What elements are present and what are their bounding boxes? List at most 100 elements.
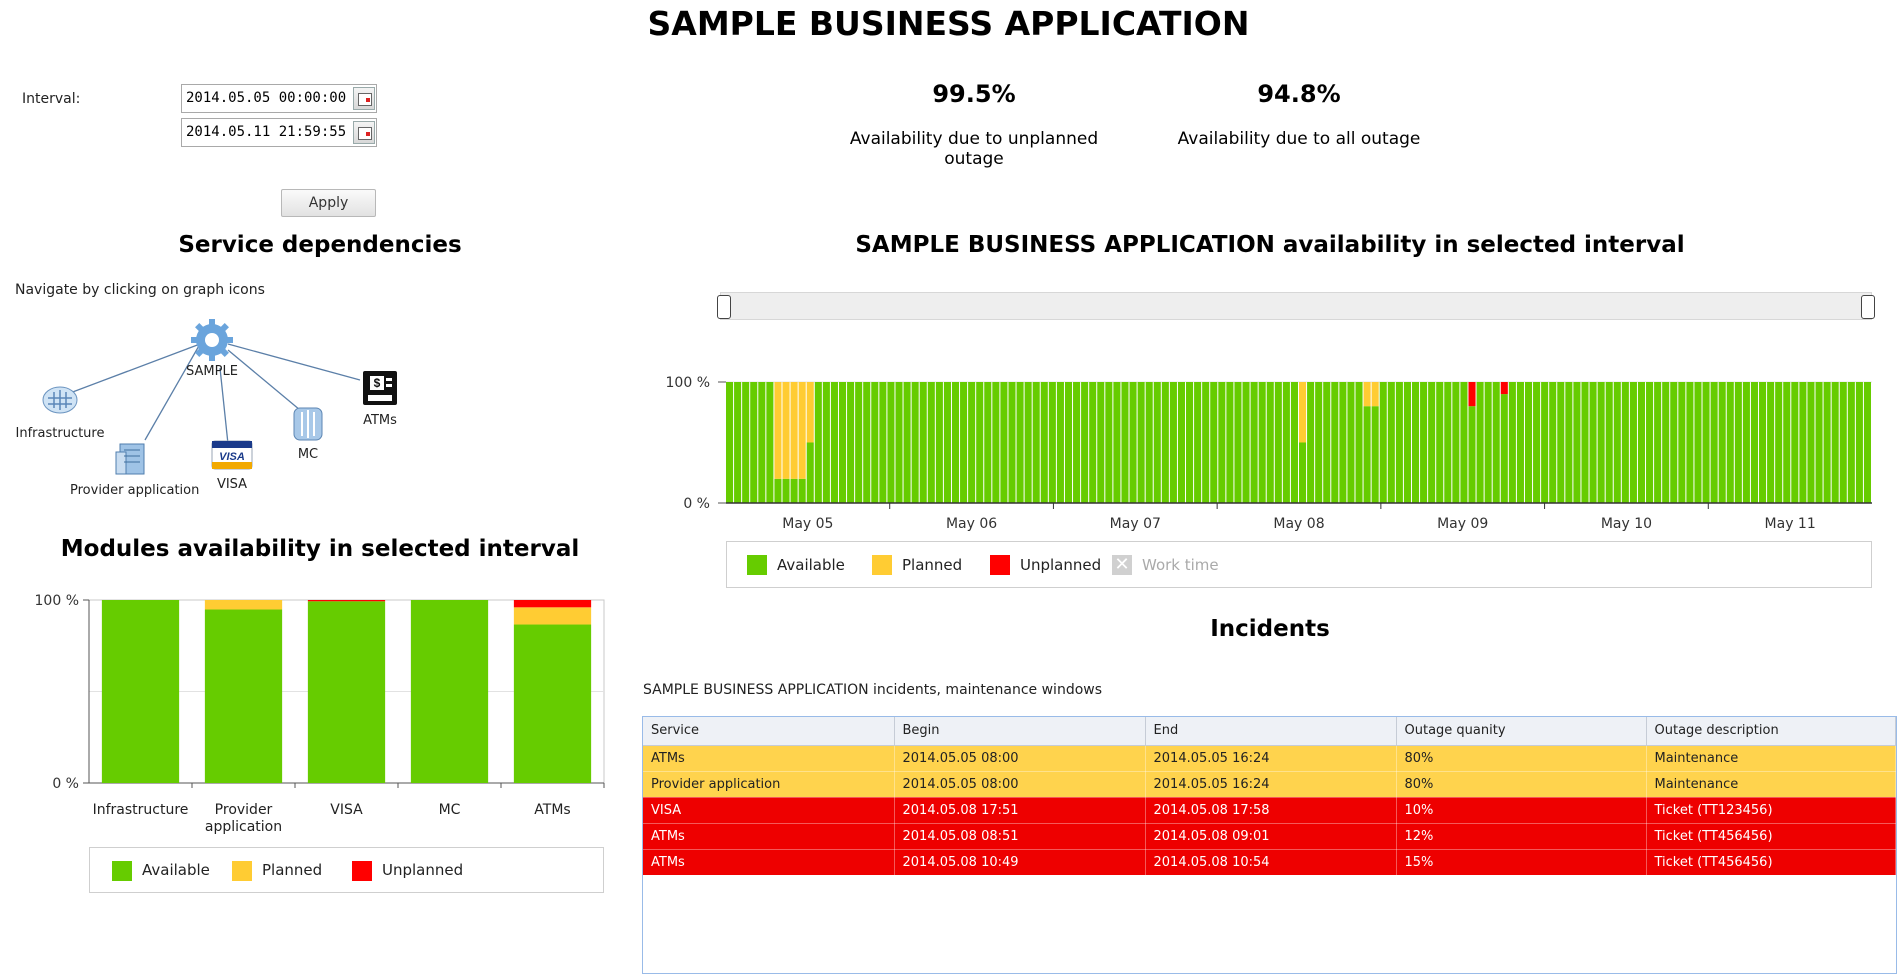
incidents-title: Incidents xyxy=(1210,616,1330,642)
timeline-bar-available xyxy=(1137,382,1145,503)
graph-node-infrastructure[interactable]: Infrastructure xyxy=(15,426,105,441)
atm-icon[interactable]: $ xyxy=(363,371,397,405)
timeline-bar-available xyxy=(1081,382,1089,503)
timeline-bar-available xyxy=(1839,382,1847,503)
apply-button[interactable]: Apply xyxy=(281,189,376,217)
timeline-bar-available xyxy=(1686,382,1694,503)
timeline-bar-available xyxy=(1363,406,1371,503)
timeline-bar-available xyxy=(1678,382,1686,503)
timeline-bar-available xyxy=(1791,382,1799,503)
column-header-end[interactable]: End xyxy=(1145,717,1397,746)
timeline-bar-available xyxy=(1533,382,1541,503)
column-header-outage-description[interactable]: Outage description xyxy=(1646,717,1896,746)
timeline-bar-available xyxy=(1105,382,1113,503)
legend-swatch-unplanned xyxy=(352,861,372,881)
timeline-bar-available xyxy=(1387,382,1395,503)
timeline-bar-unplanned xyxy=(1468,382,1476,407)
timeline-bar-planned xyxy=(1363,382,1371,407)
kpi-all-label: Availability due to all outage xyxy=(1177,129,1421,149)
timeline-bar-available xyxy=(1315,382,1323,503)
timeline-chart-legend: Available Planned Unplanned ✕ Work time xyxy=(726,541,1872,588)
timeline-bar-available xyxy=(814,382,822,503)
visa-card-icon[interactable]: VISA xyxy=(211,440,253,470)
graph-node-provider-application[interactable]: Provider application xyxy=(70,483,200,498)
calendar-icon[interactable] xyxy=(353,87,375,110)
cell-service: Provider application xyxy=(643,771,895,798)
legend-swatch-unplanned xyxy=(990,555,1010,575)
y-tick-label: 100 % xyxy=(35,593,79,609)
modules-chart-legend: Available Planned Unplanned xyxy=(89,847,604,893)
timeline-bar-available xyxy=(1565,382,1573,503)
timeline-bar-available xyxy=(1177,382,1186,503)
cell-quantity: 12% xyxy=(1396,823,1647,850)
cell-begin: 2014.05.08 08:51 xyxy=(894,823,1146,850)
legend-label-planned: Planned xyxy=(262,861,323,879)
range-handle-end[interactable] xyxy=(1861,295,1875,319)
graph-node-atms[interactable]: ATMs xyxy=(363,413,397,428)
column-header-outage-quantity[interactable]: Outage quanity xyxy=(1396,717,1647,746)
table-row[interactable]: ATMs 2014.05.08 10:49 2014.05.08 10:54 1… xyxy=(643,849,1896,876)
timeline-availability-chart: 100 % 0 % May 05 May 06 May 07 May 08 May 09 Ma… xyxy=(666,375,1872,532)
gear-icon[interactable] xyxy=(191,319,233,361)
timeline-bar-available xyxy=(911,382,919,503)
timeline-bar-available xyxy=(1016,382,1024,503)
timeline-bar-available xyxy=(1476,382,1484,503)
dependencies-hint: Navigate by clicking on graph icons xyxy=(15,282,265,298)
legend-label-available: Available xyxy=(777,556,845,574)
cell-end: 2014.05.05 16:24 xyxy=(1145,771,1397,798)
timeline-bar-available xyxy=(1815,382,1823,503)
interval-from-value: 2014.05.05 00:00:00 xyxy=(186,90,347,106)
timeline-bar-available xyxy=(1767,382,1775,503)
timeline-bar-unplanned xyxy=(1500,382,1508,395)
graph-node-sample[interactable]: SAMPLE xyxy=(186,364,238,379)
interval-label: Interval: xyxy=(22,91,81,107)
work-time-toggle-icon[interactable]: ✕ xyxy=(1112,555,1132,575)
timeline-bar-available xyxy=(1662,382,1670,503)
timeline-bar-available xyxy=(919,382,927,503)
column-header-service[interactable]: Service xyxy=(643,717,895,746)
graph-node-mc[interactable]: MC xyxy=(297,447,319,462)
timeline-bar-available xyxy=(1266,382,1274,503)
database-icon[interactable] xyxy=(293,407,323,441)
table-row[interactable]: VISA 2014.05.08 17:51 2014.05.08 17:58 1… xyxy=(643,797,1896,824)
graph-node-visa[interactable]: VISA xyxy=(216,477,248,492)
y-tick-label: 0 % xyxy=(683,496,710,512)
range-handle-start[interactable] xyxy=(717,295,731,319)
x-tick-label: ATMs xyxy=(534,802,570,818)
timeline-bar-available xyxy=(1508,382,1516,503)
cell-quantity: 80% xyxy=(1396,771,1647,798)
cell-end: 2014.05.08 10:54 xyxy=(1145,849,1397,876)
timeline-bar-available xyxy=(1056,382,1064,503)
timeline-bar-available xyxy=(1589,382,1597,503)
timeline-bar-available xyxy=(976,382,984,503)
table-row[interactable]: Provider application 2014.05.05 08:00 20… xyxy=(643,771,1896,798)
timeline-bar-available xyxy=(960,382,968,503)
network-icon[interactable] xyxy=(42,386,78,414)
legend-label-work-time[interactable]: Work time xyxy=(1142,556,1219,574)
timeline-range-slider[interactable] xyxy=(717,292,1875,320)
server-icon[interactable] xyxy=(115,443,145,475)
timeline-bar-available xyxy=(1000,382,1008,503)
table-row[interactable]: ATMs 2014.05.05 08:00 2014.05.05 16:24 8… xyxy=(643,745,1896,772)
timeline-bar-available xyxy=(774,478,782,503)
interval-to-field[interactable]: 2014.05.11 21:59:55 xyxy=(181,118,377,147)
column-header-begin[interactable]: Begin xyxy=(894,717,1146,746)
timeline-bar-available xyxy=(951,382,960,503)
table-row[interactable]: ATMs 2014.05.08 08:51 2014.05.08 09:01 1… xyxy=(643,823,1896,850)
timeline-bar-available xyxy=(1089,382,1097,503)
svg-text:$: $ xyxy=(374,376,381,390)
bar-available xyxy=(204,609,283,783)
timeline-bar-available xyxy=(798,478,806,503)
x-tick-label: May 09 xyxy=(1437,516,1488,532)
legend-label-unplanned: Unplanned xyxy=(382,861,464,879)
cell-service: VISA xyxy=(643,797,895,824)
interval-from-field[interactable]: 2014.05.05 00:00:00 xyxy=(181,84,377,113)
timeline-bar-available xyxy=(1024,382,1032,503)
x-tick-label: May 10 xyxy=(1601,516,1652,532)
cell-quantity: 15% xyxy=(1396,849,1647,876)
calendar-icon[interactable] xyxy=(353,121,375,144)
timeline-bar-available xyxy=(927,382,935,503)
x-tick-label: May 06 xyxy=(946,516,997,532)
timeline-bar-available xyxy=(1048,382,1056,503)
timeline-bar-available xyxy=(1258,382,1266,503)
